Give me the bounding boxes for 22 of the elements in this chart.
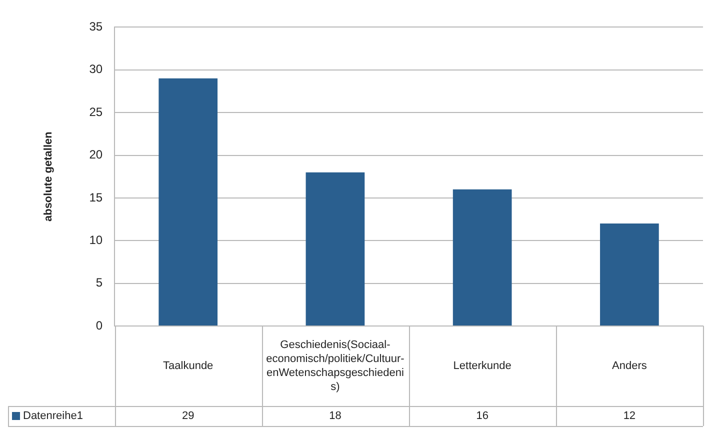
y-tick-label: 0 — [96, 318, 103, 332]
y-tick-label: 25 — [89, 104, 103, 119]
y-tick-label: 15 — [89, 190, 103, 204]
x-tick-label: Geschiedenis(Sociaal-economisch/politiek/Cultuur-enWetenschapsgeschiedenis) — [266, 339, 405, 394]
bar — [452, 189, 512, 326]
y-axis-title: absolute getallen — [42, 131, 55, 222]
x-tick-label: Letterkunde — [453, 360, 512, 372]
legend-label: Datenreihe1 — [23, 410, 83, 422]
y-tick-label: 10 — [89, 232, 103, 247]
data-label: 12 — [623, 410, 636, 422]
bar — [306, 172, 365, 326]
x-tick-label: Taalkunde — [163, 360, 214, 372]
x-tick-label: Anders — [612, 360, 648, 372]
bar — [158, 78, 218, 326]
data-label: 29 — [182, 410, 194, 422]
y-tick-label: 35 — [89, 20, 103, 34]
y-tick-label: 5 — [96, 276, 103, 290]
data-label: 18 — [329, 410, 342, 422]
bar — [600, 224, 659, 326]
data-label: 16 — [476, 410, 488, 422]
y-tick-label: 30 — [89, 62, 103, 76]
y-tick-label: 20 — [89, 148, 103, 162]
